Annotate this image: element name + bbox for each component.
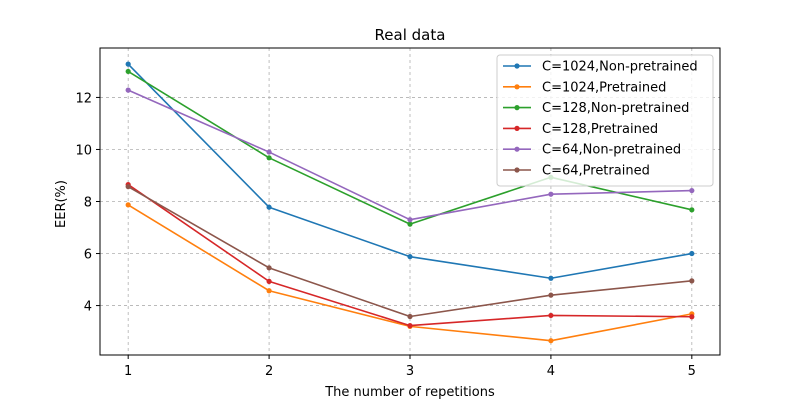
data-point (548, 275, 554, 281)
x-tick-label: 4 (547, 364, 555, 379)
legend-label: C=128,Pretrained (542, 122, 658, 137)
y-axis-label: EER(%) (54, 180, 69, 228)
x-axis-label: The number of repetitions (324, 385, 495, 400)
data-point (125, 87, 131, 93)
x-tick-label: 1 (124, 364, 132, 379)
data-point (266, 155, 272, 161)
data-point (266, 265, 272, 271)
legend-swatch-marker (514, 105, 520, 111)
y-tick-label: 8 (84, 196, 92, 211)
data-point (266, 149, 272, 155)
x-tick-label: 2 (265, 364, 273, 379)
legend-swatch-marker (514, 63, 520, 69)
y-tick-label: 12 (75, 91, 92, 106)
y-tick-label: 10 (75, 143, 92, 158)
x-tick-label: 3 (406, 364, 414, 379)
legend-swatch-marker (514, 146, 520, 152)
legend-label: C=1024,Pretrained (542, 80, 666, 95)
series-lines (125, 61, 695, 344)
data-point (266, 278, 272, 284)
data-point (548, 191, 554, 197)
data-point (407, 313, 413, 320)
data-point (548, 292, 554, 298)
data-point (125, 61, 131, 67)
series-C=128,Non-pretrained (125, 68, 695, 227)
x-tick-label: 5 (688, 364, 696, 379)
legend-swatch-marker (514, 125, 520, 131)
data-point (407, 254, 413, 260)
legend-swatch-marker (514, 167, 520, 173)
series-C=64,Pretrained (125, 184, 695, 320)
legend-label: C=128,Non-pretrained (542, 101, 689, 116)
legend-entry: C=64,Non-pretrained (503, 143, 681, 158)
y-tick-label: 6 (84, 248, 92, 263)
chart-title: Real data (375, 26, 446, 44)
data-point (689, 207, 695, 213)
legend-entry: C=128,Non-pretrained (503, 101, 689, 116)
legend-label: C=1024,Non-pretrained (542, 60, 698, 75)
legend-entry: C=64,Pretrained (503, 164, 650, 179)
data-point (125, 68, 131, 75)
data-point (689, 314, 695, 320)
data-point (689, 187, 695, 194)
series-C=1024,Non-pretrained (125, 61, 695, 281)
legend-entry: C=1024,Pretrained (503, 80, 666, 95)
data-point (407, 221, 413, 227)
legend: C=1024,Non-pretrained C=1024,Pretrained C=… (496, 54, 714, 187)
data-point (689, 250, 695, 257)
legend-label: C=64,Non-pretrained (542, 143, 681, 158)
legend-label: C=64,Pretrained (542, 164, 650, 179)
legend-entry: C=128,Pretrained (503, 122, 658, 137)
data-point (548, 338, 554, 344)
series-C=64,Non-pretrained (125, 87, 695, 223)
legend-entry: C=1024,Non-pretrained (503, 60, 698, 75)
legend-swatch-marker (514, 84, 520, 90)
y-tick-label: 4 (84, 300, 92, 315)
data-point (266, 288, 272, 294)
data-point (407, 217, 413, 223)
data-point (125, 202, 131, 208)
legend-entries: C=1024,Non-pretrained C=1024,Pretrained C=… (503, 60, 698, 179)
data-point (689, 278, 695, 284)
data-point (407, 323, 413, 329)
data-point (266, 204, 272, 210)
legend-frame (496, 54, 714, 187)
data-point (125, 184, 131, 190)
data-point (548, 312, 554, 319)
